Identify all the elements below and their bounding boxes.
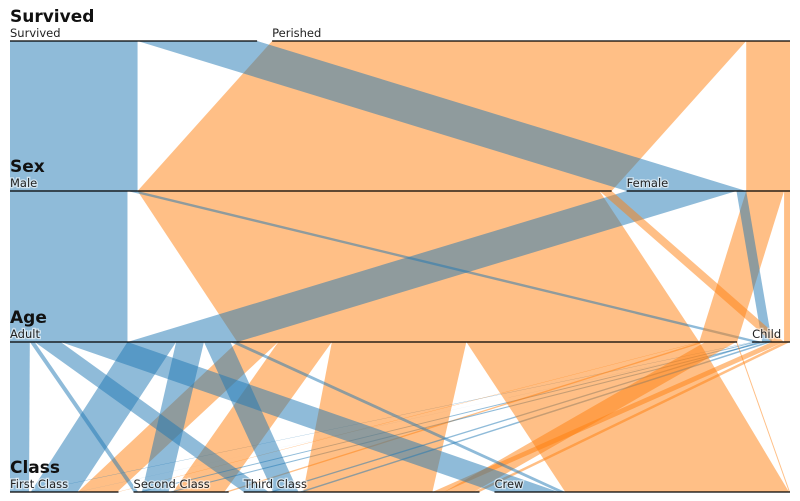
ribbon-survived[interactable] bbox=[10, 342, 30, 492]
category-label[interactable]: Survived bbox=[9, 25, 62, 42]
ribbon-survived[interactable] bbox=[137, 41, 747, 191]
category-label[interactable]: Second Class bbox=[132, 476, 211, 493]
ribbon-survived[interactable] bbox=[60, 342, 559, 492]
ribbon-survived[interactable] bbox=[10, 41, 138, 191]
dimension-label[interactable]: Survived bbox=[10, 7, 94, 27]
dimension-label[interactable]: Age bbox=[10, 308, 47, 328]
category-label[interactable]: Child bbox=[751, 326, 783, 343]
ribbon-perished[interactable] bbox=[466, 342, 789, 492]
ribbons bbox=[10, 41, 790, 492]
category-label[interactable]: Adult bbox=[9, 326, 42, 343]
ribbon-perished[interactable] bbox=[599, 191, 785, 342]
dimension-label[interactable]: Sex bbox=[10, 157, 45, 177]
ribbon-perished[interactable] bbox=[784, 191, 790, 342]
dimension-label[interactable]: Class bbox=[10, 458, 60, 478]
ribbon-survived[interactable] bbox=[10, 191, 128, 342]
ribbon-survived[interactable] bbox=[127, 191, 737, 342]
category-label[interactable]: First Class bbox=[9, 476, 70, 493]
ribbon-perished[interactable] bbox=[699, 191, 785, 342]
ribbon-perished[interactable] bbox=[736, 342, 790, 492]
ribbon-survived[interactable] bbox=[736, 191, 772, 342]
ribbon-survived[interactable] bbox=[34, 342, 269, 492]
ribbon-survived[interactable] bbox=[30, 342, 177, 492]
category-label[interactable]: Perished bbox=[271, 25, 323, 42]
ribbon-survived[interactable] bbox=[230, 342, 566, 492]
ribbon-survived[interactable] bbox=[29, 342, 139, 492]
category-label[interactable]: Crew bbox=[493, 476, 525, 493]
category-label[interactable]: Third Class bbox=[241, 476, 308, 493]
category-label[interactable]: Female bbox=[625, 175, 669, 192]
ribbon-perished[interactable] bbox=[746, 41, 790, 191]
category-label[interactable]: Male bbox=[9, 175, 39, 192]
